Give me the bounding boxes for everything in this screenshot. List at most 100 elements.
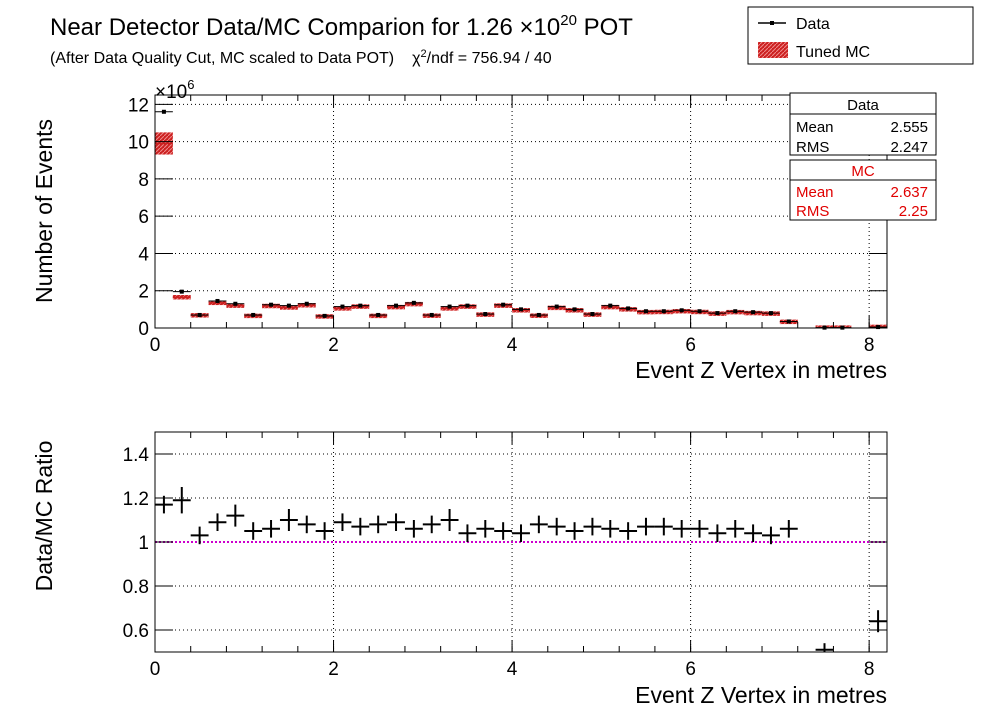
ratio-point: [708, 524, 727, 542]
data-point: [715, 311, 720, 316]
data-point: [215, 298, 220, 303]
top-y-tick-label: 10: [128, 133, 149, 154]
top-panel: 0 2 4 6 8 0 2 4 6 8 10 12 ×106 Event Z Vertex in me…: [31, 77, 888, 383]
ratio-point: [762, 526, 780, 545]
data-point: [679, 308, 684, 313]
ratio-x-tick-label: 6: [685, 659, 696, 680]
ratio-point: [262, 520, 280, 538]
stats-data-mean-label: Mean: [796, 119, 834, 136]
ratio-point: [351, 517, 370, 536]
ratio-point: [494, 522, 513, 540]
stats-mc-rms-value: 2.25: [899, 203, 928, 220]
ratio-panel: 0 2 4 6 8 0.6 0.8 1 1.2 1.4 Event Z Vertex in met…: [31, 431, 888, 708]
data-point: [536, 312, 541, 317]
stats-mc-title: MC: [851, 163, 874, 180]
data-point: [590, 312, 595, 317]
data-point: [751, 310, 756, 315]
stats-mc-mean-value: 2.637: [890, 184, 928, 201]
legend-data-marker: [770, 21, 774, 25]
data-point: [447, 304, 452, 309]
top-y-tick-label: 4: [138, 244, 149, 265]
ratio-point: [529, 515, 548, 534]
ratio-point: [458, 524, 477, 542]
top-y-tick-label: 12: [128, 95, 149, 116]
ratio-point: [172, 487, 191, 514]
ratio-point: [601, 520, 620, 538]
legend-mc-swatch: [758, 42, 788, 58]
data-point: [501, 302, 506, 307]
ratio-x-tick-label: 0: [150, 659, 161, 680]
data-point: [643, 309, 648, 314]
data-point: [483, 312, 488, 317]
ratio-point: [744, 524, 763, 542]
data-point: [733, 309, 738, 314]
ratio-point: [387, 513, 405, 531]
ratio-point: [726, 520, 745, 538]
ratio-point: [512, 524, 530, 542]
ratio-y-axis-label: Data/MC Ratio: [31, 441, 57, 592]
ratio-point: [369, 515, 388, 534]
data-point: [465, 303, 470, 308]
ratio-point: [779, 520, 798, 538]
ratio-point: [226, 504, 245, 527]
data-point: [179, 289, 184, 294]
top-data-series: [155, 109, 887, 330]
stats-mc-rms-label: RMS: [796, 203, 829, 220]
data-point: [661, 309, 666, 314]
ratio-point: [672, 520, 691, 538]
top-y-tick-label: 8: [138, 170, 149, 191]
top-y-tick-label: 6: [138, 207, 149, 228]
ratio-grid: [155, 432, 887, 652]
data-point: [608, 303, 613, 308]
top-y-axis-label: Number of Events: [31, 119, 57, 303]
legend-data-label: Data: [796, 16, 830, 33]
top-x-tick-label: 8: [864, 335, 875, 356]
data-point: [697, 309, 702, 314]
data-point: [197, 312, 202, 317]
ratio-point: [244, 522, 263, 540]
data-point: [626, 306, 631, 311]
ratio-x-tick-label: 8: [864, 659, 875, 680]
top-y-multiplier: ×106: [155, 77, 194, 103]
ratio-y-tick-label: 1: [138, 533, 149, 554]
ratio-point: [297, 515, 316, 534]
ratio-point: [333, 513, 352, 531]
ratio-point: [190, 526, 209, 545]
data-point: [251, 312, 256, 317]
stats-data-rms-value: 2.247: [890, 139, 928, 156]
data-point: [786, 319, 791, 324]
data-point: [572, 307, 577, 312]
data-point: [322, 313, 327, 318]
data-point: [340, 304, 345, 309]
chart-subtitle: (After Data Quality Cut, MC scaled to Da…: [50, 48, 552, 67]
top-y-tick-label: 2: [138, 282, 149, 303]
ratio-y-tick-label: 1.4: [123, 445, 150, 466]
top-y-tick-label: 0: [138, 319, 149, 340]
ratio-point: [637, 517, 655, 536]
top-x-axis-label: Event Z Vertex in metres: [635, 357, 887, 383]
data-point: [876, 325, 881, 330]
ratio-point: [547, 517, 566, 536]
ratio-point: [654, 517, 673, 536]
ratio-point: [155, 495, 173, 514]
ratio-y-tick-label: 0.8: [123, 577, 149, 598]
stats-mc-box: MC Mean 2.637 RMS 2.25: [789, 159, 937, 221]
top-mc-series: [155, 132, 887, 329]
data-point: [768, 311, 773, 316]
ratio-ticks: 0 2 4 6 8 0.6 0.8 1 1.2 1.4: [123, 432, 887, 680]
data-point: [358, 303, 363, 308]
stats-data-mean-value: 2.555: [890, 119, 928, 136]
top-frame: [154, 94, 888, 329]
ratio-y-tick-label: 1.2: [123, 489, 149, 510]
data-point: [429, 312, 434, 317]
data-point: [554, 304, 559, 309]
ratio-series: [155, 487, 887, 652]
ratio-point: [404, 520, 423, 538]
ratio-point: [565, 522, 584, 540]
stats-data-title: Data: [847, 97, 879, 114]
top-x-tick-label: 6: [685, 335, 696, 356]
ratio-point: [869, 610, 887, 633]
top-x-tick-label: 4: [507, 335, 518, 356]
data-point: [304, 301, 309, 306]
